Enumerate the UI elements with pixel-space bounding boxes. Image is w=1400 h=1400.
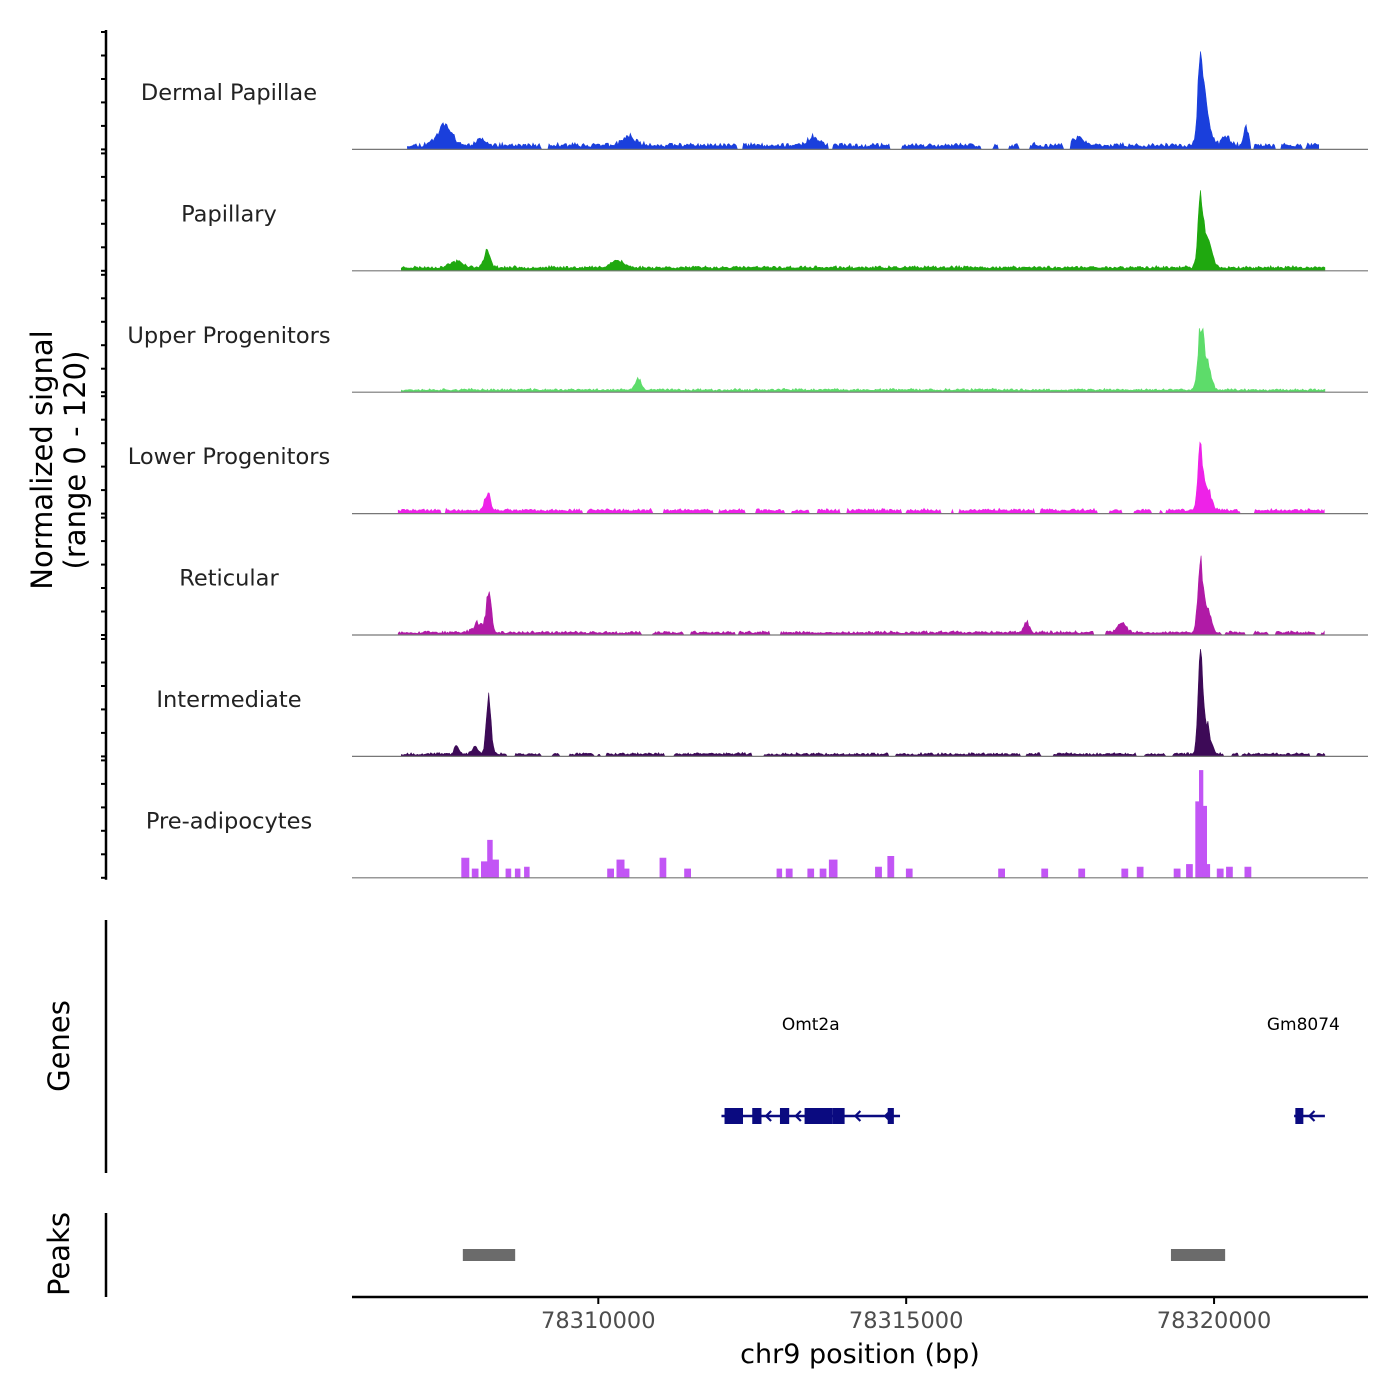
signal-area [407,51,1319,150]
track-lower-progenitors: Lower Progenitors [128,441,1368,515]
track-label: Upper Progenitors [127,323,330,349]
signal-area [401,327,1326,393]
gene-exon [1295,1108,1304,1124]
track-label: Reticular [179,566,279,592]
peak-track [462,1249,1226,1261]
track-label: Intermediate [156,687,301,713]
x-axis: 78310000 78315000 78320000 [352,1295,1368,1334]
gene-name-label: Gm8074 [1267,1015,1340,1035]
strand-arrow [1307,1110,1316,1122]
track-label: Pre-adipocytes [146,808,312,834]
peak-region [1170,1249,1226,1261]
track-intermediate: Intermediate [156,648,1368,758]
gene-exon [779,1108,790,1124]
track-pre-adipocytes: Pre-adipocytes [146,770,1368,879]
y-axis-title-line2: (range 0 - 120) [58,351,92,570]
gene-name-label: Omt2a [782,1015,840,1035]
peak-region [462,1249,516,1261]
signal-area [397,555,1325,636]
coverage-tracks: Dermal Papillae Papillary Upper Progenitor… [127,51,1368,879]
gene-exon [752,1108,762,1124]
track-label: Papillary [181,201,277,227]
gene-exon [724,1108,744,1124]
gene-exon [887,1108,894,1124]
gene-gm8074: Gm8074 [1267,1015,1340,1124]
gene-omt2a: Omt2a [721,1015,901,1124]
track-reticular: Reticular [179,555,1368,636]
genes-axis-title: Genes [42,1000,76,1092]
strand-arrow [764,1110,772,1122]
track-label: Dermal Papillae [141,80,317,106]
left-axis-lines [101,30,108,1297]
gene-exon [804,1108,833,1124]
track-dermal-papillae: Dermal Papillae [141,51,1368,150]
signal-area [397,441,1325,514]
gene-track: Omt2a Gm8074 [721,1015,1340,1124]
peaks-axis-title: Peaks [42,1212,76,1296]
signal-area [401,190,1326,272]
track-upper-progenitors: Upper Progenitors [127,323,1368,393]
x-tick-label: 78310000 [541,1308,656,1334]
track-label: Lower Progenitors [128,444,330,470]
track-papillary: Papillary [181,190,1368,272]
x-axis-title: chr9 position (bp) [740,1339,980,1370]
y-axis-title-line1: Normalized signal [25,330,59,589]
x-tick-label: 78320000 [1157,1308,1272,1334]
strand-arrow [794,1110,802,1122]
signal-area [461,770,1252,879]
x-tick-label: 78315000 [849,1308,964,1334]
gene-exon [832,1108,845,1124]
strand-arrow [853,1110,862,1122]
signal-area [401,648,1326,757]
